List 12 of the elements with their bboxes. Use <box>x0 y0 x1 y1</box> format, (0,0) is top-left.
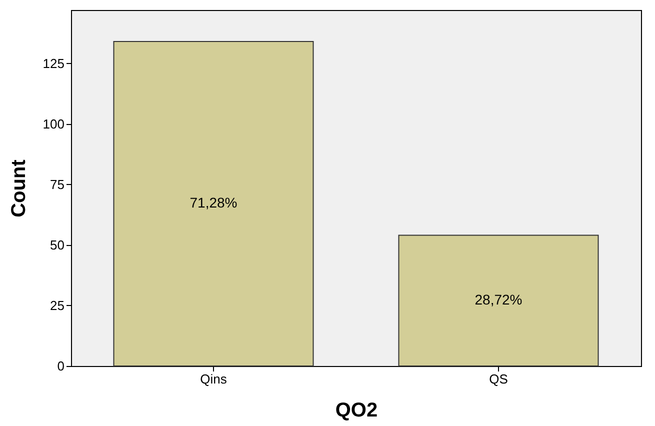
y-tick-label: 25 <box>50 298 64 313</box>
annotation: 28,72% <box>474 292 522 308</box>
x-tick-label: Qins <box>200 372 228 386</box>
y-tick-label: 125 <box>42 56 64 71</box>
y-tick-label: 75 <box>50 176 64 192</box>
y-tick-label: 100 <box>42 116 64 132</box>
annotation: 71,28% <box>190 194 238 211</box>
y-axis-title: Count <box>8 159 30 218</box>
y-tick-label: 0 <box>57 358 64 374</box>
x-axis-title: QO2 <box>335 400 378 422</box>
x-tick-label: QS <box>489 372 508 386</box>
y-tick-label: 50 <box>50 237 64 252</box>
